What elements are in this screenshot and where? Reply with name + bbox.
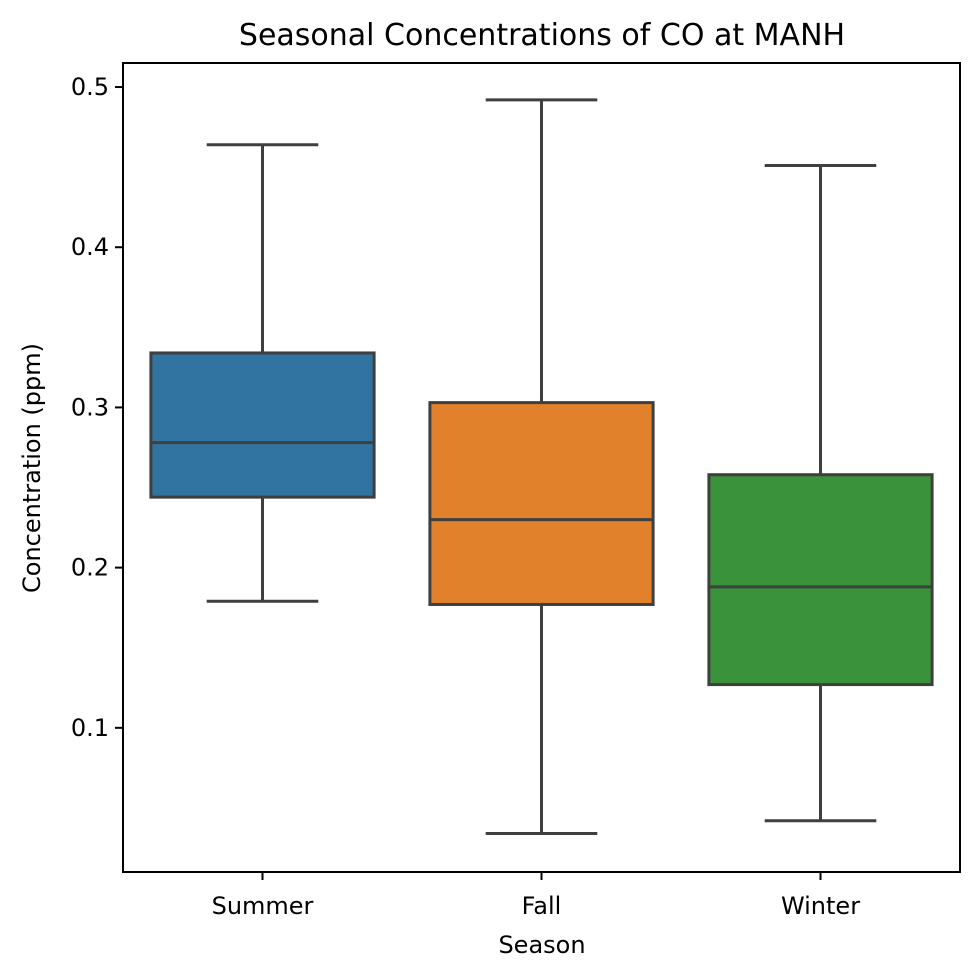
y-axis: 0.1 0.2 0.3 0.4 0.5 — [71, 73, 123, 742]
x-axis-label: Season — [498, 931, 585, 959]
y-tick-label: 0.4 — [71, 233, 109, 261]
plot-area — [149, 98, 934, 836]
chart-title: Seasonal Concentrations of CO at MANH — [239, 18, 845, 53]
x-tick-label: Summer — [212, 892, 314, 920]
x-tick-label: Winter — [781, 892, 860, 920]
box-iqr — [149, 351, 376, 499]
y-tick-label: 0.3 — [71, 393, 109, 421]
box-iqr — [428, 401, 655, 606]
x-tick-label: Fall — [522, 892, 562, 920]
box-summer — [149, 143, 376, 603]
x-axis: Summer Fall Winter — [212, 872, 860, 920]
y-axis-label: Concentration (ppm) — [18, 343, 46, 593]
y-tick-label: 0.2 — [71, 554, 109, 582]
box-iqr — [707, 473, 934, 687]
box-winter — [707, 164, 934, 823]
y-tick-label: 0.1 — [71, 714, 109, 742]
y-tick-label: 0.5 — [71, 73, 109, 101]
box-fall — [428, 98, 655, 836]
